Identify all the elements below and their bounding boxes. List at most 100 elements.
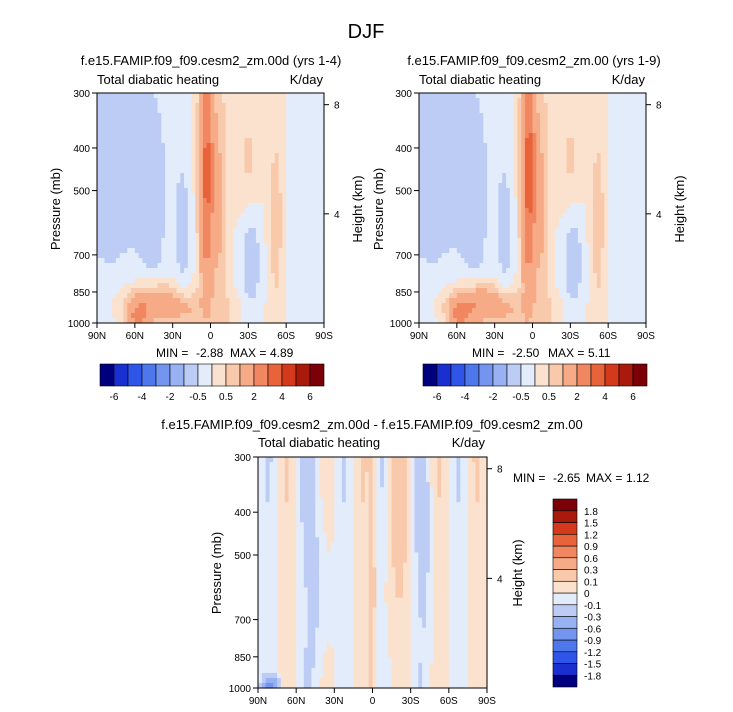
heatmap-cell	[244, 173, 249, 179]
heatmap-cell	[252, 258, 257, 264]
heatmap-cell	[593, 158, 598, 164]
heatmap-cell	[274, 228, 280, 234]
heatmap-cell	[513, 203, 518, 209]
heatmap-cell	[115, 103, 121, 109]
heatmap-cell	[634, 128, 640, 134]
heatmap-cell	[498, 238, 503, 244]
heatmap-cell	[502, 218, 507, 224]
heatmap-cell	[282, 203, 287, 209]
heatmap-cell	[210, 318, 215, 324]
heatmap-cell	[456, 218, 462, 224]
heatmap-cell	[623, 238, 628, 244]
heatmap-cell	[168, 283, 174, 289]
heatmap-cell	[267, 238, 272, 244]
heatmap-cell	[471, 218, 477, 224]
heatmap-cell	[293, 168, 299, 174]
heatmap-cell	[308, 148, 314, 154]
heatmap-cell	[240, 268, 246, 274]
heatmap-cell	[146, 178, 151, 184]
heatmap-cell	[278, 113, 283, 119]
heatmap-cell	[187, 178, 193, 184]
heatmap-cell	[97, 248, 102, 254]
heatmap-cell	[574, 133, 579, 139]
heatmap-cell	[585, 183, 590, 189]
heatmap-cell	[524, 128, 530, 134]
heatmap-cell	[494, 198, 500, 204]
heatmap-cell	[316, 168, 321, 174]
heatmap-cell	[494, 123, 500, 129]
heatmap-cell	[142, 103, 147, 109]
heatmap-cell	[596, 193, 602, 199]
heatmap-cell	[278, 178, 283, 184]
heatmap-cell	[267, 318, 272, 324]
heatmap-cell	[153, 298, 159, 304]
heatmap-cell	[149, 203, 155, 209]
heatmap-cell	[536, 153, 541, 159]
heatmap-cell	[615, 258, 621, 264]
heatmap-cell	[172, 138, 178, 144]
heatmap-cell	[517, 223, 522, 229]
heatmap-cell	[638, 228, 643, 234]
heatmap-cell	[236, 148, 242, 154]
heatmap-cell	[259, 218, 265, 224]
heatmap-cell	[581, 173, 587, 179]
heatmap-cell	[199, 203, 204, 209]
heatmap-cell	[157, 158, 162, 164]
heatmap-cell	[108, 203, 113, 209]
heatmap-cell	[509, 158, 515, 164]
heatmap-cell	[623, 223, 628, 229]
heatmap-cell	[434, 153, 439, 159]
heatmap-cell	[555, 158, 560, 164]
heatmap-cell	[252, 288, 257, 294]
heatmap-cell	[142, 208, 147, 214]
heatmap-cell	[600, 208, 605, 214]
heatmap-cell	[604, 103, 609, 109]
heatmap-cell	[456, 163, 462, 169]
heatmap-cell	[536, 118, 541, 124]
heatmap-cell	[536, 218, 541, 224]
heatmap-cell	[297, 213, 302, 219]
heatmap-cell	[289, 98, 295, 104]
heatmap-cell	[619, 223, 624, 229]
heatmap-cell	[630, 268, 636, 274]
heatmap-cell	[214, 288, 219, 294]
heatmap-cell	[210, 248, 215, 254]
heatmap-cell	[468, 173, 473, 179]
heatmap-cell	[536, 168, 541, 174]
heatmap-cell	[282, 128, 287, 134]
heatmap-cell	[244, 188, 249, 194]
heatmap-cell	[566, 243, 571, 249]
heatmap-cell	[244, 268, 249, 274]
heatmap-cell	[157, 278, 162, 284]
heatmap-cell	[308, 248, 314, 254]
heatmap-cell	[528, 263, 534, 269]
heatmap-cell	[104, 243, 109, 249]
heatmap-cell	[464, 143, 469, 149]
heatmap-cell	[434, 168, 439, 174]
heatmap-cell	[255, 318, 261, 324]
heatmap-cell	[570, 188, 575, 194]
heatmap-cell	[634, 203, 640, 209]
heatmap-cell	[176, 193, 181, 199]
heatmap-cell	[577, 188, 583, 194]
heatmap-cell	[210, 243, 215, 249]
heatmap-cell	[483, 103, 488, 109]
heatmap-cell	[540, 163, 545, 169]
heatmap-cell	[532, 203, 537, 209]
heatmap-cell	[456, 158, 462, 164]
heatmap-cell	[524, 143, 530, 149]
heatmap-cell	[634, 223, 640, 229]
heatmap-cell	[305, 108, 310, 114]
heatmap-cell	[165, 313, 170, 319]
panel-2-plot-area	[419, 93, 647, 324]
heatmap-cell	[479, 183, 484, 189]
heatmap-cell	[187, 163, 193, 169]
heatmap-cell	[240, 108, 246, 114]
heatmap-cell	[123, 178, 128, 184]
heatmap-cell	[566, 173, 571, 179]
heatmap-cell	[487, 223, 492, 229]
heatmap-cell	[543, 188, 549, 194]
heatmap-cell	[540, 103, 545, 109]
heatmap-cell	[517, 168, 522, 174]
heatmap-cell	[316, 198, 321, 204]
